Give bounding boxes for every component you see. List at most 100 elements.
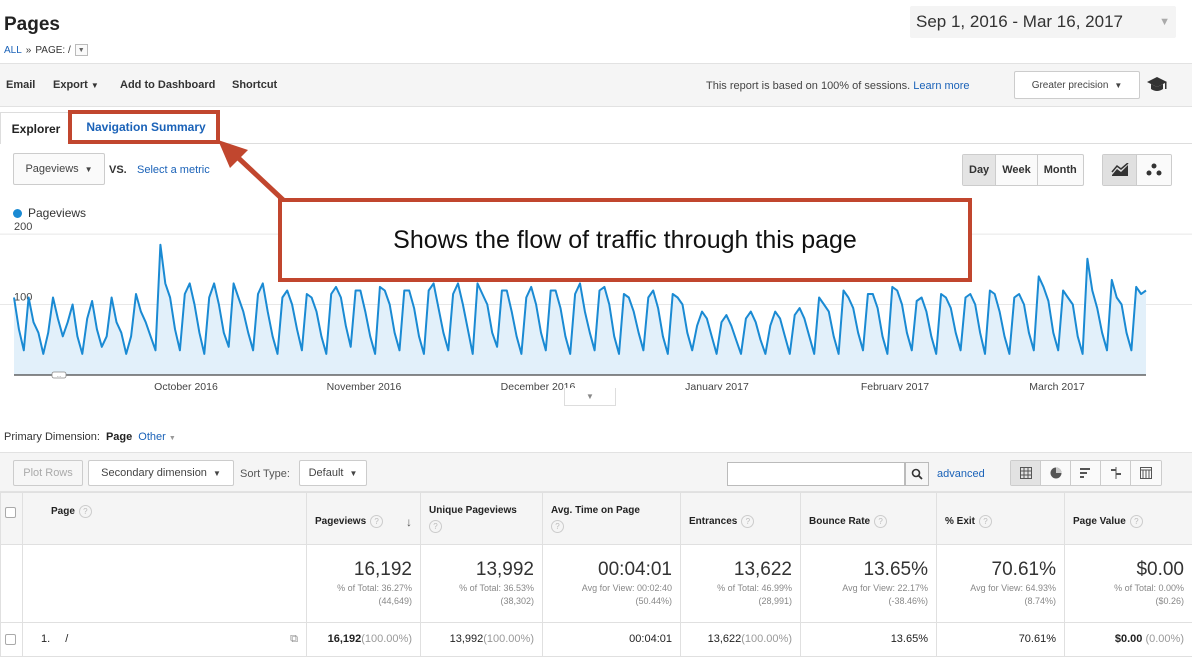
totals-sub: ($0.26) [1155,596,1184,606]
legend-label: Pageviews [28,206,87,220]
table-row: 1. / ⧉ 16,192(100.00%) 13,992(100.00%) 0… [0,622,1192,657]
row-pct: (0.00%) [1145,633,1184,645]
x-tick-label: October 2016 [154,381,218,390]
totals-value: 13,992 [475,559,534,580]
select-all-checkbox[interactable] [5,507,16,518]
help-icon[interactable]: ? [874,515,888,528]
bar-chart-icon[interactable] [1071,461,1101,485]
column-header-page-value[interactable]: Page Value? [1064,492,1192,545]
page-title: Pages [4,14,60,35]
totals-sub: Avg for View: 22.17% [842,583,928,593]
help-icon[interactable]: ? [979,515,993,528]
pageviews-line [13,243,1147,355]
add-to-dashboard-button[interactable]: Add to Dashboard [120,79,216,91]
comparison-icon[interactable] [1101,461,1131,485]
primary-dimension-other-label: Other [138,431,166,443]
sort-type-label: Sort Type: [240,468,290,480]
row-pct: (100.00%) [741,633,792,645]
column-header-entrances[interactable]: Entrances? [680,492,801,545]
totals-sub: (44,649) [378,596,412,606]
x-tick-label: November 2016 [327,381,402,390]
vs-label: VS. [109,164,127,176]
totals-sub: % of Total: 46.99% [717,583,792,593]
plot-rows-button[interactable]: Plot Rows [13,460,83,486]
help-icon[interactable]: ? [551,520,564,533]
row-page-value: $0.00 (0.00%) [1064,622,1192,657]
date-range-picker[interactable]: Sep 1, 2016 - Mar 16, 2017 ▼ [910,6,1176,38]
email-button[interactable]: Email [6,79,36,91]
column-header-exit[interactable]: % Exit? [936,492,1065,545]
primary-dimension-page[interactable]: Page [105,431,133,443]
row-checkbox-cell[interactable] [0,622,23,657]
graduation-cap-icon[interactable] [1146,76,1168,94]
row-pct: (100.00%) [483,633,534,645]
period-week-button[interactable]: Week [996,155,1038,185]
select-metric-link[interactable]: Select a metric [137,164,210,176]
help-icon[interactable]: ? [78,505,92,518]
totals-sub: (38,302) [500,596,534,606]
chart-collapse-toggle[interactable]: ▼ [564,388,616,406]
column-header-bounce-rate[interactable]: Bounce Rate? [800,492,937,545]
shortcut-button[interactable]: Shortcut [232,79,278,91]
sort-arrow-down-icon: ↓ [406,515,412,529]
metric-select[interactable]: Pageviews ▼ [13,153,105,185]
column-header-bounce-rate-label: Bounce Rate [809,516,871,527]
advanced-filter-link[interactable]: advanced [937,468,985,480]
breadcrumb-page: PAGE: / [35,44,71,56]
totals-sub: (-38.46%) [888,596,928,606]
totals-empty-cell [0,544,23,623]
external-link-icon[interactable]: ⧉ [290,633,298,645]
table-search-input[interactable] [727,462,905,486]
help-icon[interactable]: ? [741,515,755,528]
precision-select[interactable]: Greater precision ▼ [1014,71,1140,99]
search-icon[interactable] [905,462,929,486]
secondary-dimension-select[interactable]: Secondary dimension ▼ [88,460,234,486]
row-value: 16,192 [327,633,362,645]
breadcrumb-all-link[interactable]: ALL [4,44,22,56]
column-header-avg-time[interactable]: Avg. Time on Page? [542,492,681,545]
help-icon[interactable]: ? [370,515,384,528]
column-header-page[interactable]: Page? [22,492,307,545]
breadcrumb-separator: » [25,44,32,56]
row-bounce-rate: 13.65% [800,622,937,657]
row-page-link[interactable]: / [65,633,69,645]
column-header-pageviews-label: Pageviews [315,516,367,527]
row-checkbox[interactable] [5,634,16,645]
chevron-down-icon: ▼ [1114,80,1123,90]
tab-explorer[interactable]: Explorer [0,112,72,144]
totals-value: 13,622 [733,559,792,580]
tab-navigation-summary[interactable]: Navigation Summary [86,120,206,134]
totals-exit: 70.61% Avg for View: 64.93% (8.74%) [936,544,1065,623]
line-chart-icon[interactable] [1103,155,1137,185]
pie-chart-icon[interactable] [1041,461,1071,485]
totals-sub: % of Total: 36.27% [337,583,412,593]
date-range-label: Sep 1, 2016 - Mar 16, 2017 [916,12,1123,31]
column-header-unique-pageviews[interactable]: Unique Pageviews? [420,492,543,545]
help-icon[interactable]: ? [1129,515,1143,528]
totals-unique-pageviews: 13,992 % of Total: 36.53% (38,302) [420,544,543,623]
select-all-checkbox-cell[interactable] [0,492,23,545]
sort-type-select[interactable]: Default ▼ [299,460,367,486]
export-button[interactable]: Export ▼ [53,79,99,91]
breadcrumb-dropdown[interactable]: ▼ [74,44,88,56]
x-tick-label: January 2017 [685,381,749,390]
help-icon[interactable]: ? [429,520,442,533]
learn-more-link[interactable]: Learn more [913,80,970,92]
totals-pageviews: 16,192 % of Total: 36.27% (44,649) [306,544,421,623]
period-month-button[interactable]: Month [1043,164,1077,176]
primary-dimension-other[interactable]: Other ▼ [138,431,176,443]
pivot-icon[interactable] [1131,461,1161,485]
motion-chart-icon[interactable] [1137,155,1171,185]
totals-sub: % of Total: 36.53% [459,583,534,593]
chevron-down-icon: ▼ [90,81,99,90]
totals-entrances: 13,622 % of Total: 46.99% (28,991) [680,544,801,623]
sort-type-value: Default [308,467,344,479]
table-grid-icon[interactable] [1011,461,1041,485]
table-totals-row: 16,192 % of Total: 36.27% (44,649) 13,992%… [0,544,1192,623]
totals-value: $0.00 [1136,559,1184,580]
column-header-pageviews[interactable]: Pageviews? ↓ [306,492,421,545]
totals-sub: % of Total: 0.00% [1114,583,1184,593]
period-day-button[interactable]: Day [963,155,997,185]
row-pageviews: 16,192(100.00%) [306,622,421,657]
x-tick-label: February 2017 [861,381,929,390]
